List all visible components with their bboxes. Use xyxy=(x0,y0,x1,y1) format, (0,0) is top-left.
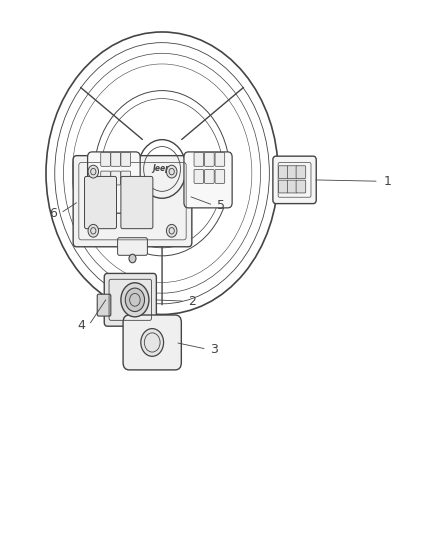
Text: 4: 4 xyxy=(78,319,85,332)
FancyBboxPatch shape xyxy=(73,156,192,247)
Text: 6: 6 xyxy=(49,207,57,220)
Circle shape xyxy=(166,165,177,178)
FancyBboxPatch shape xyxy=(205,169,214,183)
FancyBboxPatch shape xyxy=(104,273,156,326)
Circle shape xyxy=(141,328,163,357)
FancyBboxPatch shape xyxy=(279,166,288,179)
FancyBboxPatch shape xyxy=(279,180,288,193)
Circle shape xyxy=(125,288,145,311)
Text: 1: 1 xyxy=(383,175,391,188)
Circle shape xyxy=(129,254,136,263)
Circle shape xyxy=(121,282,149,317)
FancyBboxPatch shape xyxy=(194,152,204,166)
FancyBboxPatch shape xyxy=(101,171,110,185)
FancyBboxPatch shape xyxy=(184,152,232,208)
FancyBboxPatch shape xyxy=(296,180,306,193)
Circle shape xyxy=(88,165,99,178)
FancyBboxPatch shape xyxy=(121,152,131,166)
FancyBboxPatch shape xyxy=(85,176,117,229)
Circle shape xyxy=(88,224,99,237)
FancyBboxPatch shape xyxy=(287,180,297,193)
FancyBboxPatch shape xyxy=(101,152,110,166)
FancyBboxPatch shape xyxy=(123,315,181,370)
FancyBboxPatch shape xyxy=(194,169,204,183)
FancyBboxPatch shape xyxy=(215,169,225,183)
Text: 3: 3 xyxy=(210,343,218,356)
FancyBboxPatch shape xyxy=(97,294,111,316)
FancyBboxPatch shape xyxy=(205,152,214,166)
FancyBboxPatch shape xyxy=(215,152,225,166)
Circle shape xyxy=(166,224,177,237)
FancyBboxPatch shape xyxy=(117,238,147,255)
FancyBboxPatch shape xyxy=(121,171,131,185)
FancyBboxPatch shape xyxy=(296,166,306,179)
FancyBboxPatch shape xyxy=(287,166,297,179)
Text: 5: 5 xyxy=(217,199,225,212)
FancyBboxPatch shape xyxy=(111,171,120,185)
FancyBboxPatch shape xyxy=(88,152,140,213)
FancyBboxPatch shape xyxy=(273,156,316,204)
FancyBboxPatch shape xyxy=(121,176,153,229)
FancyBboxPatch shape xyxy=(111,152,120,166)
Text: Jeep: Jeep xyxy=(153,165,171,173)
Text: 2: 2 xyxy=(188,295,196,308)
